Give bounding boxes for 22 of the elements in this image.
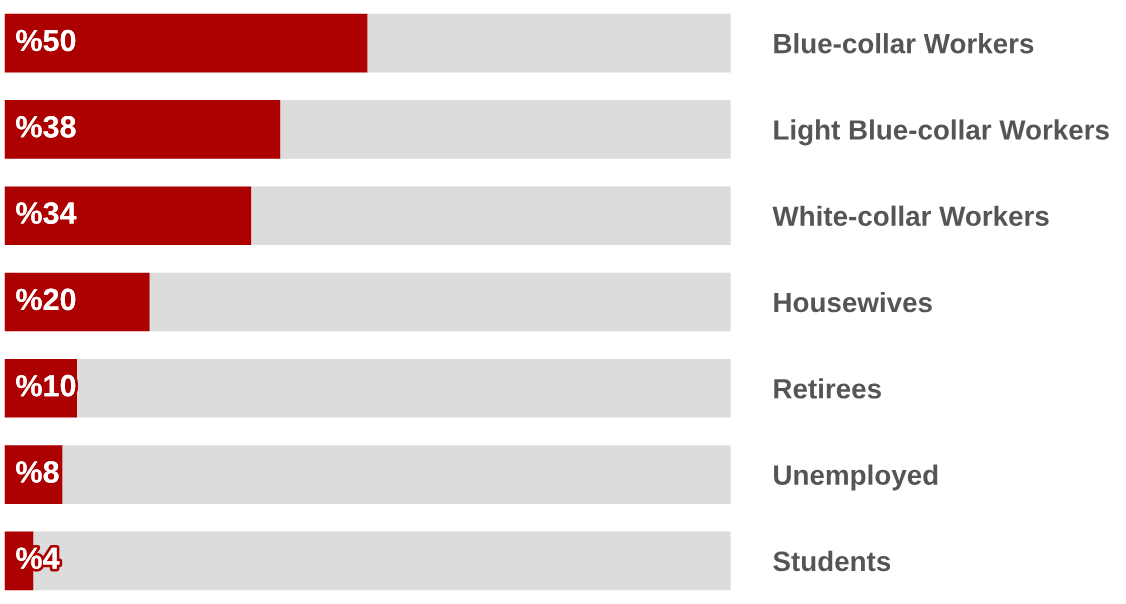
y-tick-label: Light Blue-collar Workers xyxy=(774,119,1109,146)
data-label: %10 xyxy=(16,374,76,397)
bar xyxy=(367,13,731,73)
data-label: %20 xyxy=(16,288,76,311)
y-tick-label: White-collar Workers xyxy=(772,205,1049,227)
data-label: %38 xyxy=(16,115,76,138)
bar xyxy=(251,186,731,246)
bar xyxy=(4,100,281,159)
bar xyxy=(62,445,731,504)
bar xyxy=(77,358,731,418)
y-tick-label: Blue-collar Workers xyxy=(774,33,1034,54)
y-tick-label: Unemployed xyxy=(774,464,938,491)
y-tick-label: Housewives xyxy=(774,291,932,313)
bar xyxy=(149,272,731,332)
bar xyxy=(4,13,368,73)
data-label: %50 xyxy=(16,29,76,52)
bar xyxy=(280,100,731,159)
data-label: %34 xyxy=(16,202,77,224)
bar xyxy=(4,186,252,246)
data-label: %8 xyxy=(16,461,59,483)
y-tick-label: Retirees xyxy=(774,378,881,399)
y-tick-label: Students xyxy=(773,550,891,572)
